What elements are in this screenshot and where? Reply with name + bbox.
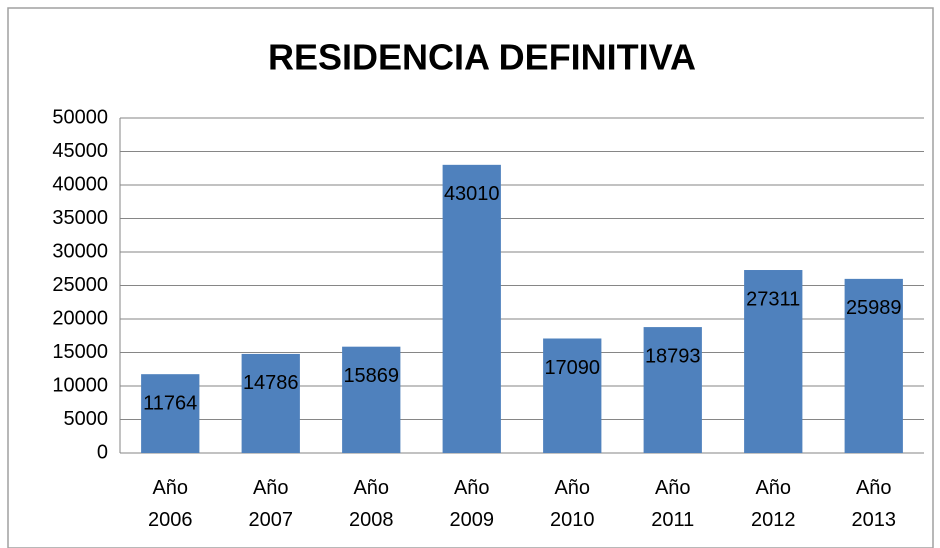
x-tick-label: Año 2007 [249, 477, 294, 531]
bar [543, 338, 602, 453]
bar [241, 353, 300, 453]
bar [141, 374, 200, 453]
x-tick-label: Año 2013 [852, 477, 897, 531]
y-tick-label: 25000 [52, 274, 108, 296]
data-label: 18793 [645, 345, 701, 367]
bar [744, 270, 803, 453]
chart-title: RESIDENCIA DEFINITIVA [268, 37, 696, 78]
y-tick-label: 40000 [52, 173, 108, 195]
x-tick-label: Año 2010 [550, 477, 595, 531]
y-tick-label: 30000 [52, 240, 108, 262]
y-tick-label: 45000 [52, 140, 108, 162]
x-tick-label: Año 2008 [349, 477, 394, 531]
bar [844, 278, 903, 453]
data-label: 43010 [444, 183, 500, 205]
data-label: 25989 [846, 297, 902, 319]
bar [442, 164, 501, 453]
data-label: 11764 [143, 392, 197, 414]
data-label: 17090 [544, 357, 600, 379]
x-tick-label: Año 2011 [651, 477, 694, 531]
bar [342, 346, 401, 453]
bar [643, 327, 702, 453]
data-label: 14786 [243, 372, 299, 394]
y-tick-label: 0 [97, 441, 108, 463]
y-tick-label: 35000 [52, 207, 108, 229]
x-tick-label: Año 2012 [751, 477, 796, 531]
y-tick-label: 50000 [52, 106, 108, 128]
data-label: 15869 [343, 365, 399, 387]
y-tick-label: 20000 [52, 307, 108, 329]
data-label: 27311 [746, 288, 800, 310]
y-tick-label: 5000 [64, 408, 109, 430]
x-tick-label: Año 2009 [450, 477, 495, 531]
y-tick-label: 15000 [52, 341, 108, 363]
y-tick-label: 10000 [52, 374, 108, 396]
x-tick-label: Año 2006 [148, 477, 193, 531]
